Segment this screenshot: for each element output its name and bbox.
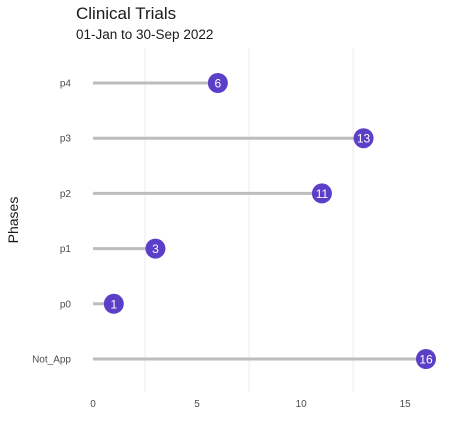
data-label: 6 [215, 77, 222, 91]
data-point [103, 293, 124, 314]
x-tick-label: 15 [400, 399, 412, 410]
gridlines [144, 48, 354, 392]
y-tick-label: p1 [60, 244, 72, 255]
stems [93, 81, 426, 361]
data-point [145, 238, 166, 259]
data-label: 3 [152, 242, 159, 256]
chart-subtitle: 01-Jan to 30-Sep 2022 [76, 27, 214, 42]
y-tick-labels: Not_App p0 p1 p2 p3 p4 [32, 79, 71, 366]
data-label: 11 [316, 187, 329, 201]
data-label: 16 [419, 353, 433, 367]
x-tick-label: 10 [296, 399, 308, 410]
y-tick-label: p4 [60, 79, 72, 90]
data-label: 1 [110, 297, 117, 311]
data-point [353, 128, 374, 149]
chart-title: Clinical Trials [76, 4, 177, 23]
data-point [416, 349, 436, 369]
data-point [207, 73, 228, 93]
y-tick-label: p3 [60, 134, 72, 145]
data-point [311, 183, 332, 204]
x-tick-label: 0 [90, 399, 96, 410]
x-tick-labels: 0 5 10 15 [90, 399, 411, 410]
y-tick-label: p2 [60, 189, 72, 200]
x-tick-label: 5 [194, 399, 200, 410]
y-tick-label: p0 [60, 299, 72, 310]
data-label: 13 [357, 132, 371, 146]
y-tick-label: Not_App [32, 355, 71, 366]
